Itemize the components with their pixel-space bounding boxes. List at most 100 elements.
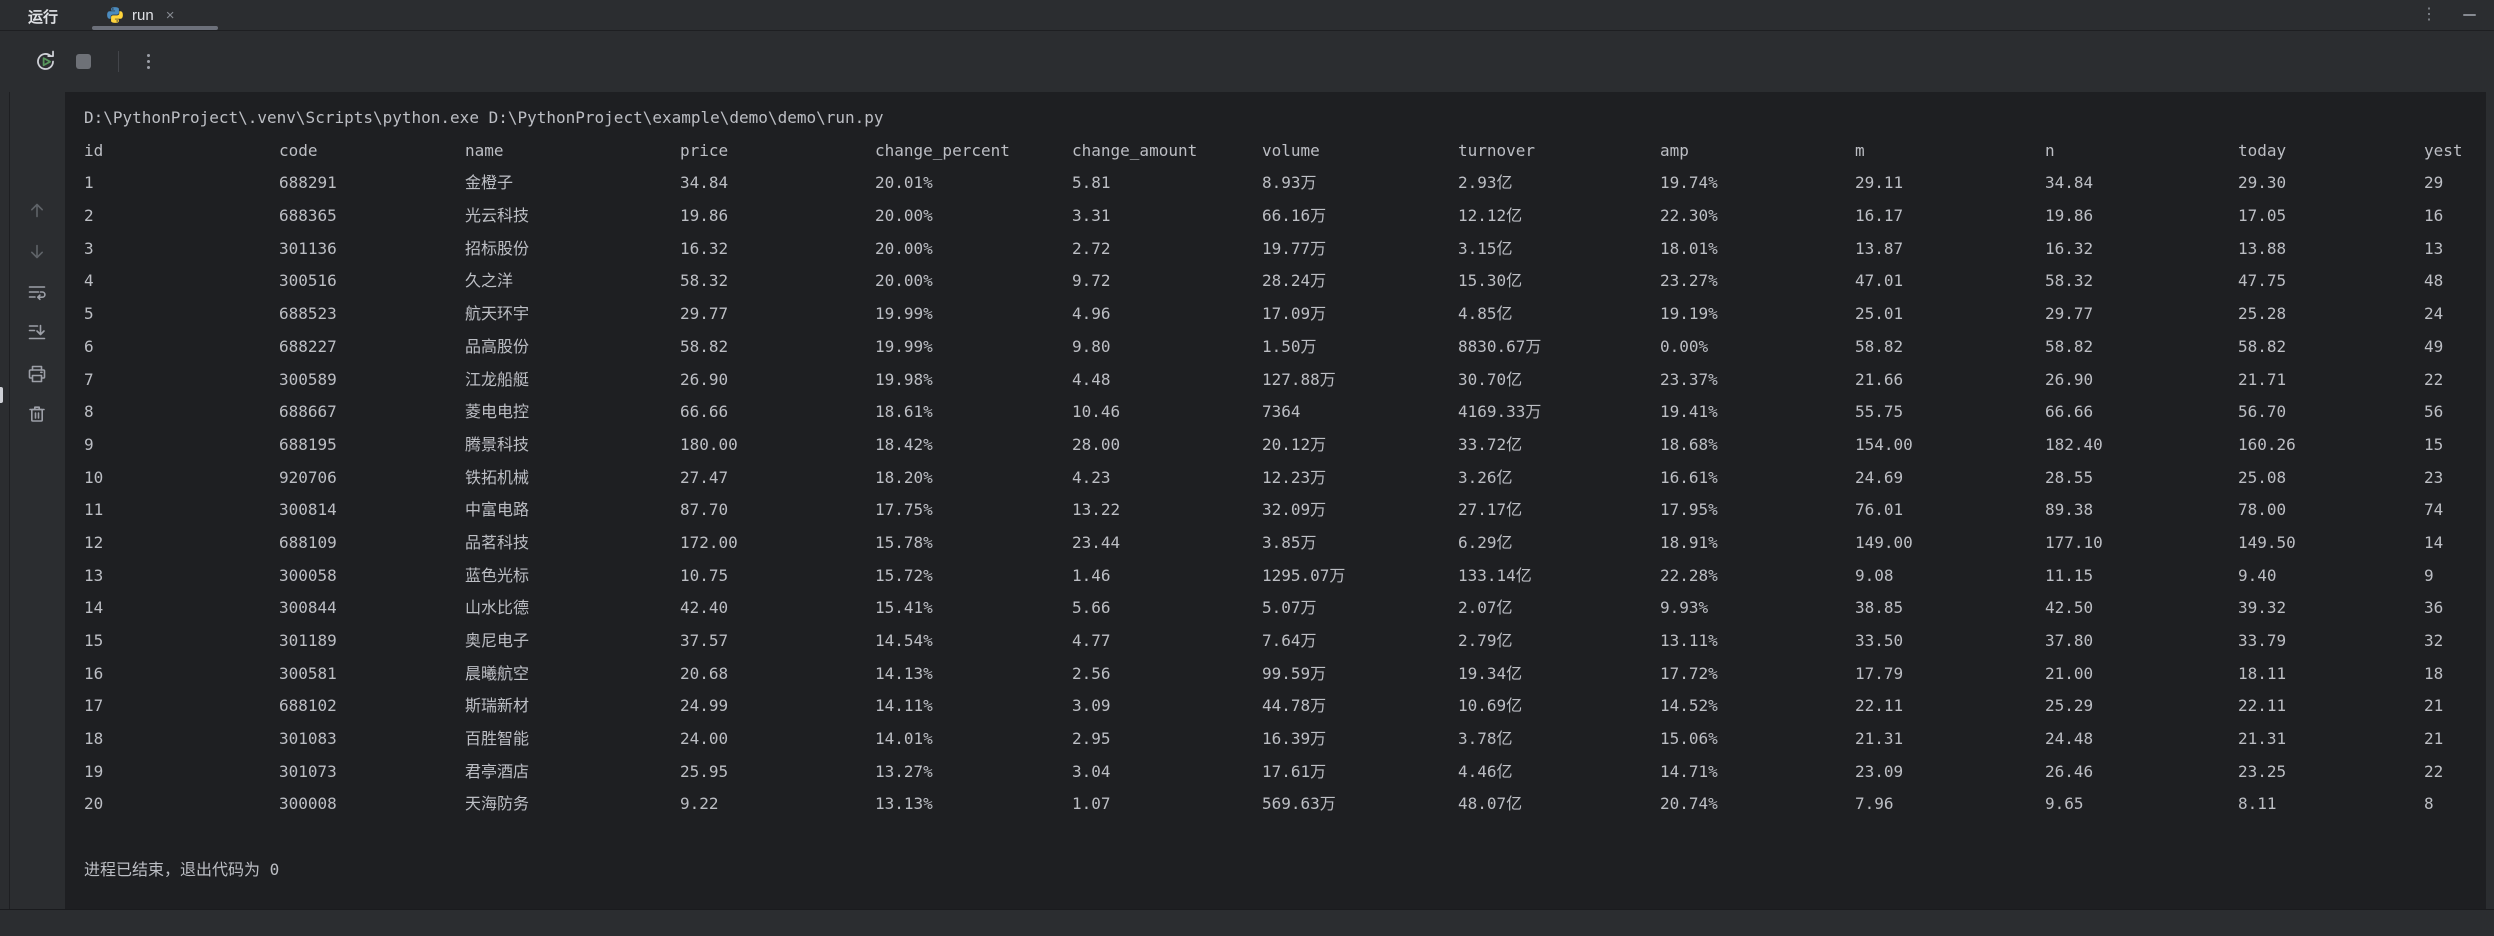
table-cell: 18.91%: [1660, 532, 1718, 552]
column-header: code: [279, 140, 318, 160]
table-cell: 19: [84, 761, 104, 781]
table-cell: 24: [2424, 304, 2444, 324]
python-icon: [106, 6, 124, 24]
stop-button[interactable]: [68, 46, 98, 76]
table-cell: 百胜智能: [465, 729, 530, 749]
table-cell: 1.50万: [1262, 336, 1317, 356]
table-cell: 688109: [279, 532, 337, 552]
table-cell: 149.50: [2238, 532, 2296, 552]
vertical-scrollbar[interactable]: [2486, 92, 2494, 909]
table-cell: 20.12万: [1262, 434, 1327, 454]
table-cell: 23.27%: [1660, 271, 1718, 291]
table-cell: 17.09万: [1262, 304, 1327, 324]
table-cell: 87.70: [680, 500, 729, 520]
console-output[interactable]: D:\PythonProject\.venv\Scripts\python.ex…: [65, 92, 2494, 909]
table-cell: 56: [2424, 402, 2444, 422]
soft-wrap-icon[interactable]: [25, 280, 49, 304]
table-row: 12 688109 品茗科技 172.00 15.78% 23.44 3.85万 6.29亿 1…: [84, 527, 2494, 560]
table-cell: 22.11: [1855, 696, 1904, 716]
close-icon[interactable]: ×: [165, 6, 175, 24]
table-cell: 14.11%: [875, 696, 933, 716]
table-cell: 14.54%: [875, 631, 933, 650]
column-header: volume: [1262, 140, 1320, 160]
run-toolwindow-header: 运行 run × ⋮: [0, 0, 2494, 31]
table-cell: 28.24万: [1262, 271, 1327, 291]
table-cell: 18.11: [2238, 663, 2287, 683]
hide-toolwindow-icon[interactable]: [2463, 14, 2476, 16]
table-cell: 4.85亿: [1458, 304, 1513, 324]
table-cell: 20.01%: [875, 173, 933, 193]
table-cell: 301073: [279, 761, 337, 781]
table-cell: 江龙船艇: [465, 369, 530, 389]
clear-all-icon[interactable]: [25, 402, 49, 426]
table-cell: 32.09万: [1262, 500, 1327, 520]
table-cell: 29.77: [2045, 304, 2094, 324]
table-cell: 15.41%: [875, 598, 933, 618]
more-options-icon[interactable]: ⋮: [2421, 6, 2437, 23]
horizontal-scrollbar[interactable]: [0, 909, 2494, 936]
table-cell: 301136: [279, 238, 337, 258]
table-cell: 29: [2424, 173, 2444, 193]
table-cell: 5: [84, 304, 94, 324]
table-cell: 14.71%: [1660, 761, 1718, 781]
blank-line: [84, 821, 2494, 854]
table-cell: 22.11: [2238, 696, 2287, 716]
rerun-button[interactable]: [30, 46, 60, 76]
table-cell: 13: [84, 565, 104, 585]
table-cell: 4.77: [1072, 631, 1111, 650]
table-cell: 0.00%: [1660, 336, 1709, 356]
table-cell: 154.00: [1855, 434, 1913, 454]
command-line: D:\PythonProject\.venv\Scripts\python.ex…: [84, 108, 884, 127]
table-cell: 8.93万: [1262, 173, 1317, 193]
table-cell: 16.32: [2045, 238, 2094, 258]
table-cell: 中富电路: [465, 500, 530, 520]
table-cell: 33.72亿: [1458, 434, 1523, 454]
table-cell: 铁拓机械: [465, 467, 530, 487]
table-cell: 19.77万: [1262, 238, 1327, 258]
next-occurrence-icon[interactable]: [25, 240, 49, 264]
table-cell: 19.86: [2045, 206, 2094, 226]
table-cell: 6: [84, 336, 94, 356]
table-cell: 7.64万: [1262, 631, 1317, 650]
table-row: 5 688523 航天环宇 29.77 19.99% 4.96 17.09万 4.85亿 19.…: [84, 298, 2494, 331]
table-cell: 17.05: [2238, 206, 2287, 226]
table-cell: 4169.33万: [1458, 402, 1542, 422]
tool-window-stripe-indicator[interactable]: [0, 387, 3, 403]
table-cell: 2: [84, 206, 94, 226]
table-cell: 8: [84, 402, 94, 422]
table-cell: 13.87: [1855, 238, 1904, 258]
table-cell: 18.20%: [875, 467, 933, 487]
table-cell: 24.48: [2045, 729, 2094, 749]
scroll-to-end-icon[interactable]: [25, 320, 49, 344]
toolbar-more-icon[interactable]: [133, 46, 163, 76]
table-cell: 20: [84, 794, 104, 814]
table-cell: 34.84: [680, 173, 729, 193]
table-cell: 19.74%: [1660, 173, 1718, 193]
table-cell: 180.00: [680, 434, 738, 454]
tab-run[interactable]: run ×: [92, 0, 188, 30]
table-cell: 36: [2424, 598, 2444, 618]
table-cell: 48: [2424, 271, 2444, 291]
table-cell: 34.84: [2045, 173, 2094, 193]
table-cell: 招标股份: [465, 238, 530, 258]
table-cell: 24.69: [1855, 467, 1904, 487]
prev-occurrence-icon[interactable]: [25, 198, 49, 222]
table-cell: 300008: [279, 794, 337, 814]
table-cell: 14.52%: [1660, 696, 1718, 716]
table-cell: 3: [84, 238, 94, 258]
column-header: n: [2045, 140, 2055, 160]
print-icon[interactable]: [25, 362, 49, 386]
table-cell: 42.40: [680, 598, 729, 618]
column-header: today: [2238, 140, 2287, 160]
table-cell: 66.66: [2045, 402, 2094, 422]
table-cell: 47.75: [2238, 271, 2287, 291]
tab-run-label: run: [132, 6, 154, 24]
table-cell: 3.04: [1072, 761, 1111, 781]
column-header: m: [1855, 140, 1865, 160]
table-cell: 42.50: [2045, 598, 2094, 618]
table-cell: 300589: [279, 369, 337, 389]
table-cell: 蓝色光标: [465, 565, 530, 585]
table-cell: 58.82: [1855, 336, 1904, 356]
table-cell: 久之洋: [465, 271, 514, 291]
table-cell: 17.95%: [1660, 500, 1718, 520]
